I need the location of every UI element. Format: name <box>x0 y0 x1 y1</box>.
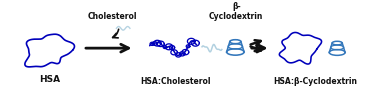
Text: HSA: HSA <box>39 75 60 84</box>
Text: β-
Cyclodextrin: β- Cyclodextrin <box>209 2 263 21</box>
FancyArrowPatch shape <box>113 29 119 38</box>
Text: Cholesterol: Cholesterol <box>88 12 138 21</box>
Text: HSA:Cholesterol: HSA:Cholesterol <box>141 77 211 86</box>
Text: HSA:β-Cyclodextrin: HSA:β-Cyclodextrin <box>274 77 358 86</box>
